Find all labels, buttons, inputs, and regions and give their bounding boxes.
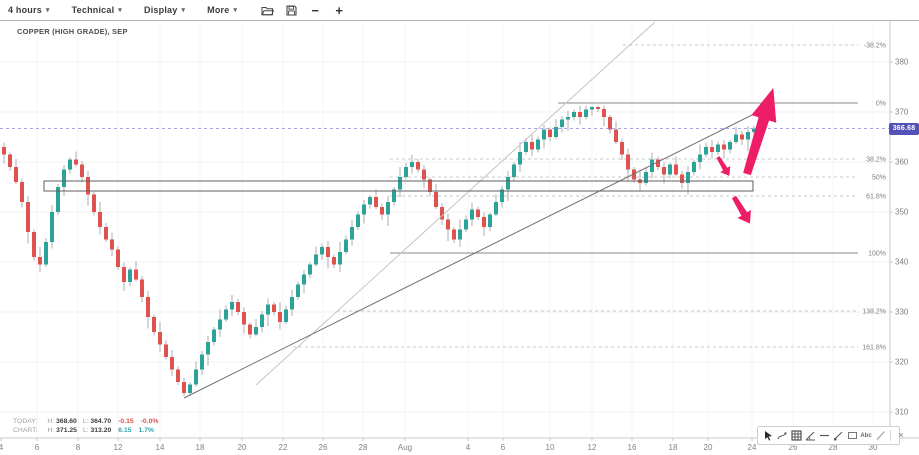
svg-text:20: 20	[238, 443, 247, 452]
svg-text:310: 310	[895, 408, 909, 417]
svg-text:340: 340	[895, 258, 909, 267]
rectangle-tool-icon[interactable]	[846, 430, 858, 442]
drawing-toolbar: Abc ×	[757, 426, 904, 445]
chevron-down-icon: ▾	[45, 6, 50, 14]
svg-text:20: 20	[704, 443, 713, 452]
menu-technical[interactable]: Technical ▾	[71, 5, 123, 15]
chart-canvas[interactable]: -38.2% 0% 38.2% 50% 61.8% 100% 138.2% 161.8% 380…	[0, 21, 919, 455]
svg-text:320: 320	[895, 358, 909, 367]
menu-display[interactable]: Display ▾	[144, 5, 186, 15]
svg-text:4: 4	[0, 443, 4, 452]
svg-text:-38.2%: -38.2%	[864, 43, 886, 50]
zoom-in-button[interactable]: +	[331, 2, 347, 18]
top-toolbar: 4 hours ▾ Technical ▾ Display ▾ More ▾	[0, 0, 919, 21]
svg-text:38.2%: 38.2%	[866, 157, 886, 164]
elbow-arrow-tool-icon[interactable]	[776, 430, 788, 442]
folder-icon	[261, 6, 274, 15]
svg-text:4: 4	[466, 443, 471, 452]
plus-icon: +	[335, 2, 343, 18]
legend-row-chart: CHART: H: 371.25 L: 313.20 6.15 1.7%	[13, 427, 155, 434]
close-toolbar-icon[interactable]: ×	[898, 430, 904, 440]
chevron-down-icon: ▾	[233, 6, 238, 14]
chart-change-pct: 1.7%	[138, 427, 155, 434]
svg-text:360: 360	[895, 158, 909, 167]
svg-text:100%: 100%	[868, 251, 886, 258]
svg-text:8: 8	[76, 443, 81, 452]
angle-trend-tool-icon[interactable]	[804, 430, 816, 442]
svg-text:330: 330	[895, 308, 909, 317]
open-layout-button[interactable]	[259, 2, 275, 18]
trendline-tool-icon[interactable]	[832, 430, 844, 442]
legend-row-today: TODAY: H: 368.60 L: 364.70 -0.15 -0.0%	[13, 418, 159, 425]
interval-selector[interactable]: 4 hours ▾	[8, 5, 50, 15]
svg-text:161.8%: 161.8%	[862, 345, 886, 352]
today-change-pct: -0.0%	[140, 418, 159, 425]
svg-text:50%: 50%	[872, 175, 886, 182]
svg-text:30: 30	[869, 443, 878, 452]
symbol-title: COPPER (HIGH GRADE), SEP	[17, 27, 128, 36]
svg-text:61.8%: 61.8%	[866, 194, 886, 201]
svg-text:380: 380	[895, 58, 909, 67]
svg-text:370: 370	[895, 108, 909, 117]
menu-more[interactable]: More ▾	[207, 5, 238, 15]
svg-text:6: 6	[501, 443, 506, 452]
svg-text:Aug: Aug	[398, 443, 412, 452]
svg-text:0%: 0%	[876, 101, 886, 108]
today-change: -0.15	[118, 418, 134, 425]
save-icon	[286, 4, 297, 16]
svg-text:16: 16	[628, 443, 637, 452]
save-button[interactable]	[283, 2, 299, 18]
toolbar-divider	[890, 430, 891, 441]
svg-text:6: 6	[35, 443, 40, 452]
ohlc-legend: TODAY: H: 368.60 L: 364.70 -0.15 -0.0% CHART…	[13, 417, 158, 435]
horizontal-line-tool-icon[interactable]	[818, 430, 830, 442]
ray-tool-icon[interactable]	[874, 430, 886, 442]
svg-text:138.2%: 138.2%	[862, 309, 886, 316]
text-tool-icon[interactable]: Abc	[860, 432, 872, 439]
minus-icon: −	[311, 2, 319, 18]
last-price-badge: 366.68	[889, 122, 919, 135]
chart-change: 6.15	[118, 427, 132, 434]
grid-tool-icon[interactable]	[790, 430, 802, 442]
svg-text:28: 28	[829, 443, 838, 452]
svg-text:26: 26	[789, 443, 798, 452]
cursor-tool-icon[interactable]	[762, 430, 774, 442]
zoom-out-button[interactable]: −	[307, 2, 323, 18]
svg-text:12: 12	[114, 443, 123, 452]
svg-text:12: 12	[588, 443, 597, 452]
svg-text:22: 22	[279, 443, 288, 452]
svg-text:28: 28	[359, 443, 368, 452]
svg-text:10: 10	[546, 443, 555, 452]
chevron-down-icon: ▾	[118, 6, 123, 14]
chevron-down-icon: ▾	[181, 6, 186, 14]
svg-text:24: 24	[748, 443, 757, 452]
svg-text:350: 350	[895, 208, 909, 217]
svg-text:14: 14	[156, 443, 165, 452]
interval-label: 4 hours	[8, 5, 42, 15]
svg-text:18: 18	[669, 443, 678, 452]
svg-text:18: 18	[196, 443, 205, 452]
svg-text:26: 26	[319, 443, 328, 452]
